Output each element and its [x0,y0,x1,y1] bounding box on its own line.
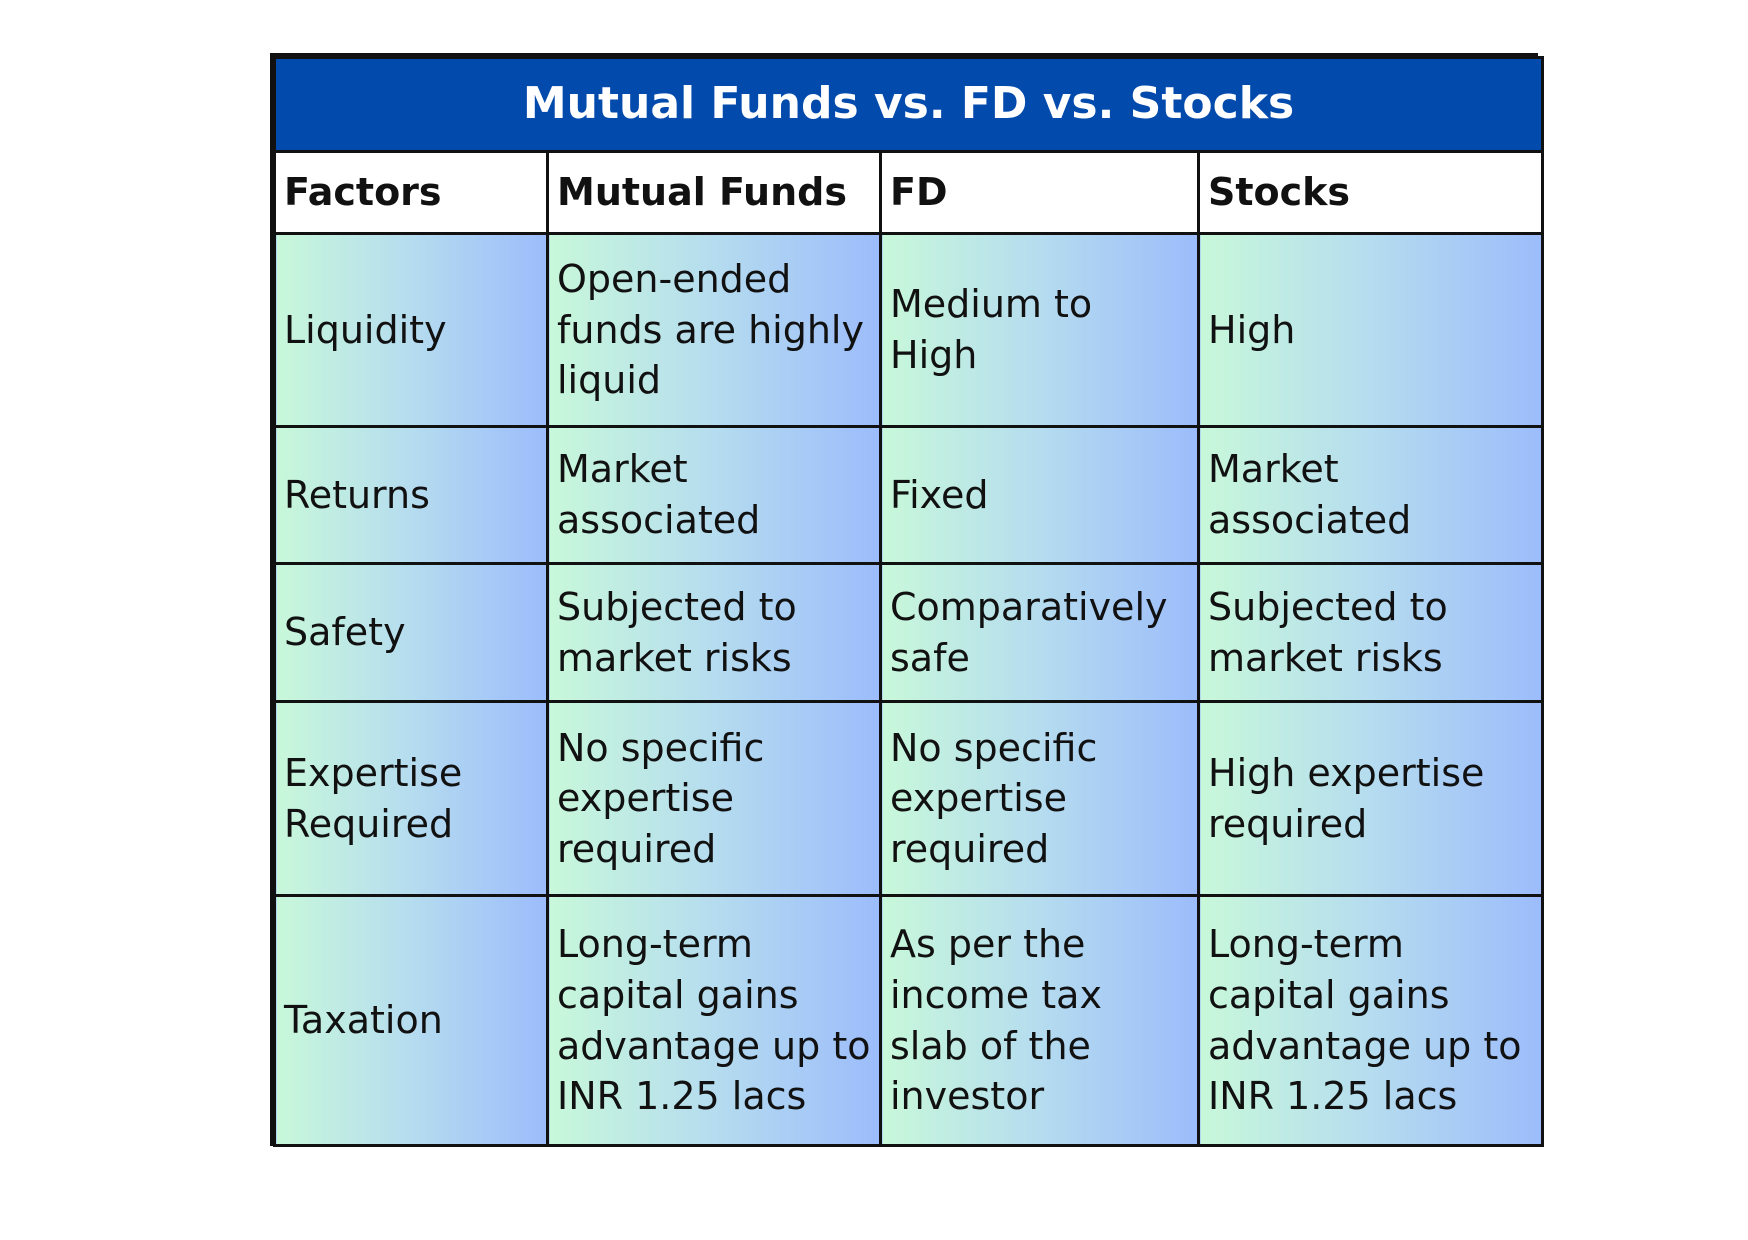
fd-cell: As per the income tax slab of the invest… [879,894,1200,1147]
mutual-funds-cell: Subjected to market risks [546,562,882,703]
fd-cell: No specific expertise required [879,700,1200,897]
comparison-table-container: Mutual Funds vs. FD vs. Stocks Factors M… [270,53,1545,1147]
table-row: Safety Subjected to market risks Compara… [273,562,1545,703]
table-title: Mutual Funds vs. FD vs. Stocks [272,56,1545,153]
comparison-table: Mutual Funds vs. FD vs. Stocks Factors M… [272,56,1545,1147]
table-header-row: Factors Mutual Funds FD Stocks [273,150,1545,235]
fd-cell: Comparatively safe [879,562,1200,703]
header-factors: Factors [273,150,549,235]
factor-cell: Returns [273,425,549,565]
table-title-row: Mutual Funds vs. FD vs. Stocks [272,56,1545,153]
stocks-cell: High expertise required [1196,700,1545,897]
stocks-cell: High [1196,232,1545,428]
factor-cell: Expertise Required [273,700,549,897]
header-fd: FD [879,150,1200,235]
factor-cell: Taxation [273,894,549,1147]
fd-cell: Medium to High [879,232,1200,428]
factor-cell: Safety [273,562,549,703]
table-row: Returns Market associated Fixed Market a… [273,425,1545,565]
mutual-funds-cell: Market associated [546,425,882,565]
mutual-funds-cell: Open-ended funds are highly liquid [546,232,882,428]
factor-cell: Liquidity [273,232,549,428]
fd-cell: Fixed [879,425,1200,565]
mutual-funds-cell: No specific expertise required [546,700,882,897]
header-stocks: Stocks [1196,150,1545,235]
table-row: Expertise Required No specific expertise… [273,700,1545,897]
stocks-cell: Subjected to market risks [1196,562,1545,703]
table-row: Taxation Long-term capital gains advanta… [273,894,1545,1147]
stocks-cell: Market associated [1196,425,1545,565]
table-row: Liquidity Open-ended funds are highly li… [273,232,1545,428]
mutual-funds-cell: Long-term capital gains advantage up to … [546,894,882,1147]
stocks-cell: Long-term capital gains advantage up to … [1196,894,1545,1147]
header-mutual-funds: Mutual Funds [546,150,882,235]
